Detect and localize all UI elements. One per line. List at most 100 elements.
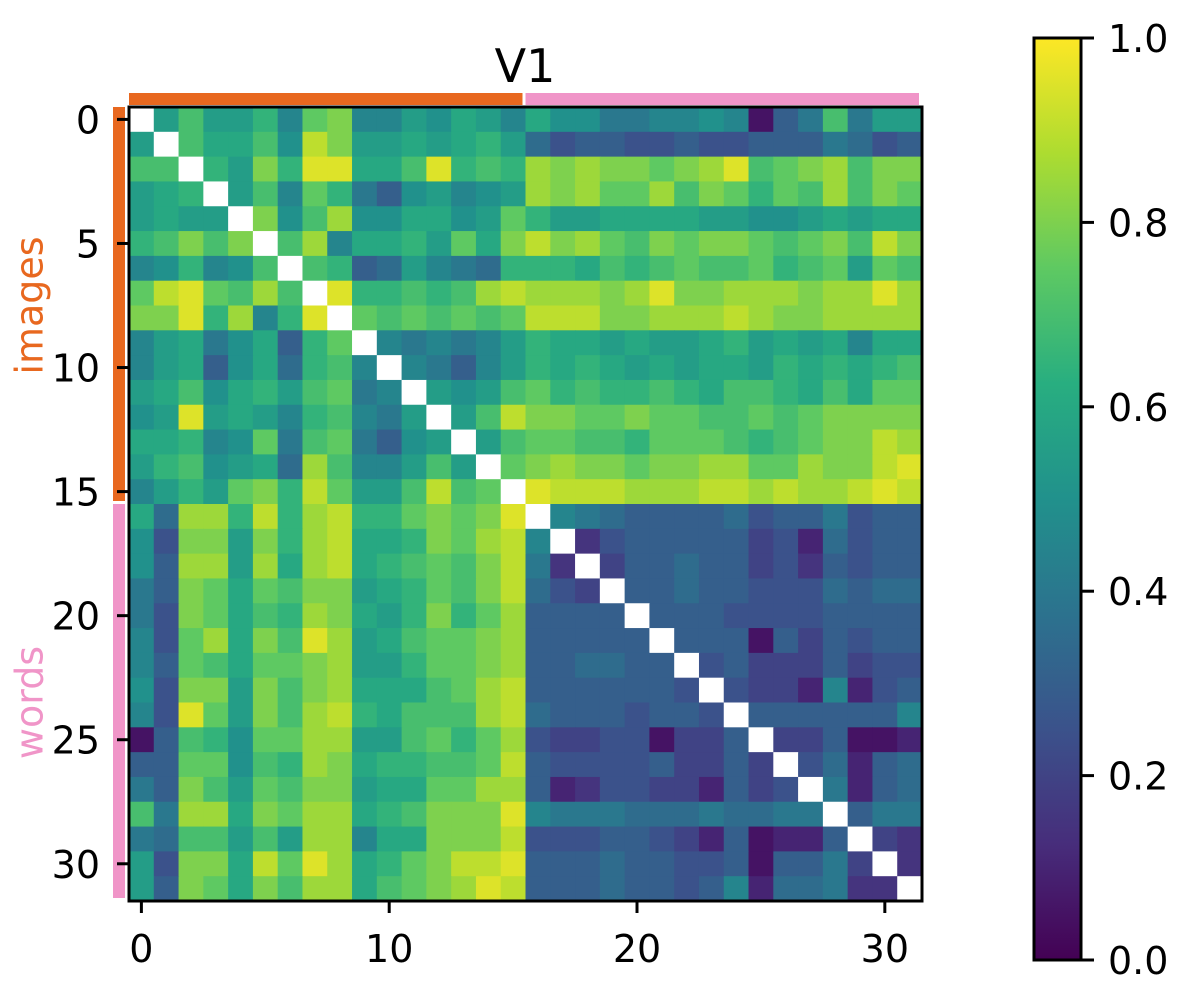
- heatmap-cell: [252, 851, 279, 877]
- heatmap-cell: [401, 876, 427, 902]
- heatmap-cell: [352, 876, 378, 902]
- heatmap-cell: [426, 851, 452, 877]
- heatmap-cell: [822, 255, 849, 282]
- heatmap-cell: [897, 578, 923, 604]
- heatmap-cell: [624, 628, 651, 654]
- heatmap-cell: [178, 677, 204, 704]
- heatmap-cell: [550, 131, 576, 158]
- heatmap-cell: [822, 206, 849, 232]
- heatmap-cell: [153, 826, 180, 852]
- heatmap-cell: [302, 801, 328, 828]
- heatmap-cell: [302, 231, 328, 257]
- colorbar-tick-label: 0.4: [1108, 570, 1168, 614]
- heatmap-cell: [798, 603, 824, 629]
- heatmap-cell: [327, 876, 353, 902]
- heatmap-cell: [252, 355, 279, 381]
- heatmap-cell: [426, 231, 452, 257]
- heatmap-cell: [451, 181, 477, 207]
- heatmap-cell: [723, 652, 750, 679]
- heatmap-cell: [451, 702, 477, 728]
- heatmap-cell: [475, 752, 502, 778]
- heatmap-cell: [624, 652, 651, 679]
- heatmap-cell: [500, 628, 527, 654]
- heatmap-cell: [352, 280, 378, 307]
- heatmap-cell: [401, 504, 427, 530]
- heatmap-cell: [327, 801, 353, 828]
- heatmap-cell: [798, 727, 824, 753]
- heatmap-cell: [847, 404, 874, 431]
- heatmap-cell: [178, 553, 204, 580]
- heatmap-cell: [624, 504, 651, 530]
- heatmap-cell: [525, 305, 551, 331]
- heatmap-cell: [872, 355, 898, 381]
- heatmap-cell: [822, 404, 849, 431]
- heatmap-cell: [475, 553, 502, 580]
- heatmap-cell: [451, 504, 477, 530]
- heatmap-cell: [500, 528, 527, 555]
- heatmap-cell: [426, 603, 452, 629]
- heatmap-cell: [426, 305, 452, 331]
- heatmap-cell: [897, 528, 923, 555]
- heatmap-cell: [798, 107, 824, 133]
- heatmap-cell: [203, 528, 229, 555]
- heatmap-cell: [451, 826, 477, 852]
- group-label-images: images: [8, 236, 52, 374]
- heatmap-cell: [872, 379, 898, 406]
- heatmap-cell: [550, 231, 576, 257]
- heatmap-cell: [723, 727, 750, 753]
- heatmap-cell: [674, 206, 700, 232]
- heatmap-cell: [674, 305, 700, 331]
- heatmap-cell: [897, 776, 923, 803]
- heatmap-cell: [277, 851, 304, 877]
- heatmap-cell: [252, 231, 279, 257]
- heatmap-cell: [847, 131, 874, 158]
- heatmap-cell: [203, 628, 229, 654]
- heatmap-cell: [451, 578, 477, 604]
- heatmap-cell: [822, 454, 849, 480]
- heatmap-cell: [129, 702, 155, 728]
- heatmap-cell: [773, 454, 799, 480]
- heatmap-cell: [872, 280, 898, 307]
- heatmap-cell: [426, 206, 452, 232]
- heatmap-cell: [649, 107, 675, 133]
- heatmap-cell: [798, 454, 824, 480]
- heatmap-cell: [153, 553, 180, 580]
- heatmap-cell: [352, 677, 378, 704]
- heatmap-cell: [252, 553, 279, 580]
- heatmap-cell: [302, 702, 328, 728]
- heatmap-cell: [599, 131, 626, 158]
- heatmap-cell: [178, 156, 204, 183]
- heatmap-cell: [872, 752, 898, 778]
- heatmap-cell: [674, 429, 700, 455]
- heatmap-cell: [748, 280, 774, 307]
- heatmap-cell: [847, 603, 874, 629]
- heatmap-cell: [698, 528, 725, 555]
- heatmap-cell: [723, 107, 750, 133]
- heatmap-cell: [426, 876, 452, 902]
- heatmap-cell: [624, 727, 651, 753]
- heatmap-cell: [748, 404, 774, 431]
- heatmap-cell: [327, 578, 353, 604]
- heatmap-cell: [748, 305, 774, 331]
- heatmap-cell: [426, 578, 452, 604]
- heatmap-cell: [575, 355, 601, 381]
- heatmap-cell: [847, 851, 874, 877]
- heatmap-cell: [352, 181, 378, 207]
- heatmap-cell: [897, 255, 923, 282]
- heatmap-cell: [575, 826, 601, 852]
- heatmap-cell: [178, 826, 204, 852]
- heatmap-cell: [599, 752, 626, 778]
- heatmap-cell: [153, 504, 180, 530]
- heatmap-cell: [302, 553, 328, 580]
- heatmap-cell: [252, 628, 279, 654]
- heatmap-cell: [327, 454, 353, 480]
- heatmap-cell: [352, 727, 378, 753]
- heatmap-cell: [798, 504, 824, 530]
- heatmap-cell: [426, 156, 452, 183]
- heatmap-cell: [897, 379, 923, 406]
- y-axis-ticks: 0 5 10 15 20 25 30: [52, 98, 129, 887]
- heatmap-cell: [525, 652, 551, 679]
- heatmap-cell: [525, 231, 551, 257]
- heatmap-cell: [525, 479, 551, 505]
- heatmap-cell: [475, 826, 502, 852]
